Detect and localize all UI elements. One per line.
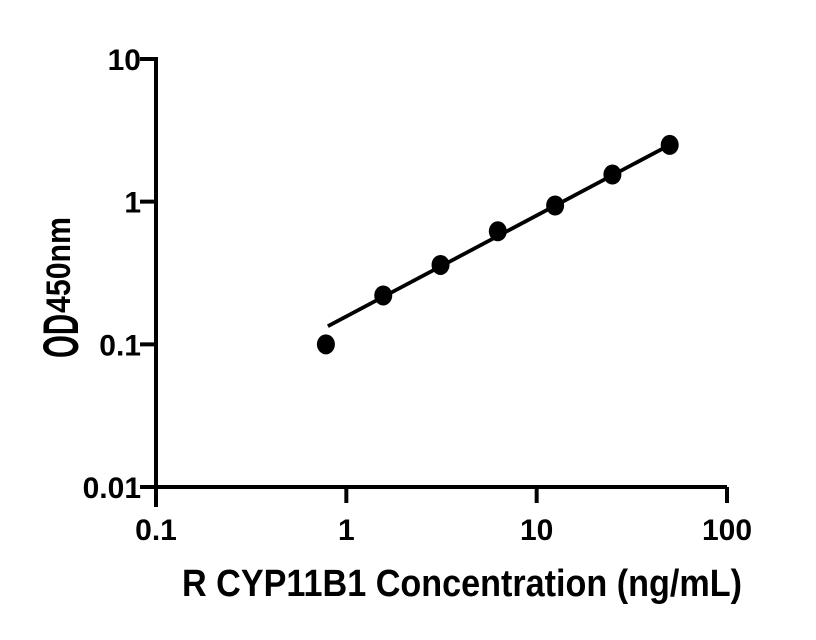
x-tick-label: 10 (520, 514, 553, 547)
y-tick-label: 1 (124, 187, 141, 220)
data-point-marker (374, 285, 393, 306)
plot-area: 0.1 1 10 100 10 1 0.1 0.01 (83, 44, 752, 547)
x-tick-label: 100 (702, 514, 752, 547)
data-point-marker (603, 164, 622, 185)
data-point-marker (488, 221, 507, 242)
y-axis-title-sub: 450nm (40, 217, 78, 313)
y-tick-label: 0.01 (83, 472, 141, 505)
data-point-marker (316, 334, 335, 355)
x-tick-label: 1 (338, 514, 355, 547)
y-axis-title-main: OD (33, 314, 89, 358)
data-point-marker (660, 134, 679, 155)
data-point-marker (546, 195, 565, 216)
data-point-marker (431, 254, 450, 275)
x-tick-label: 0.1 (135, 514, 177, 547)
x-axis-title: R CYP11B1 Concentration (ng/mL) (182, 563, 742, 605)
y-tick-label: 10 (108, 44, 141, 77)
y-tick-label: 0.1 (99, 329, 141, 362)
